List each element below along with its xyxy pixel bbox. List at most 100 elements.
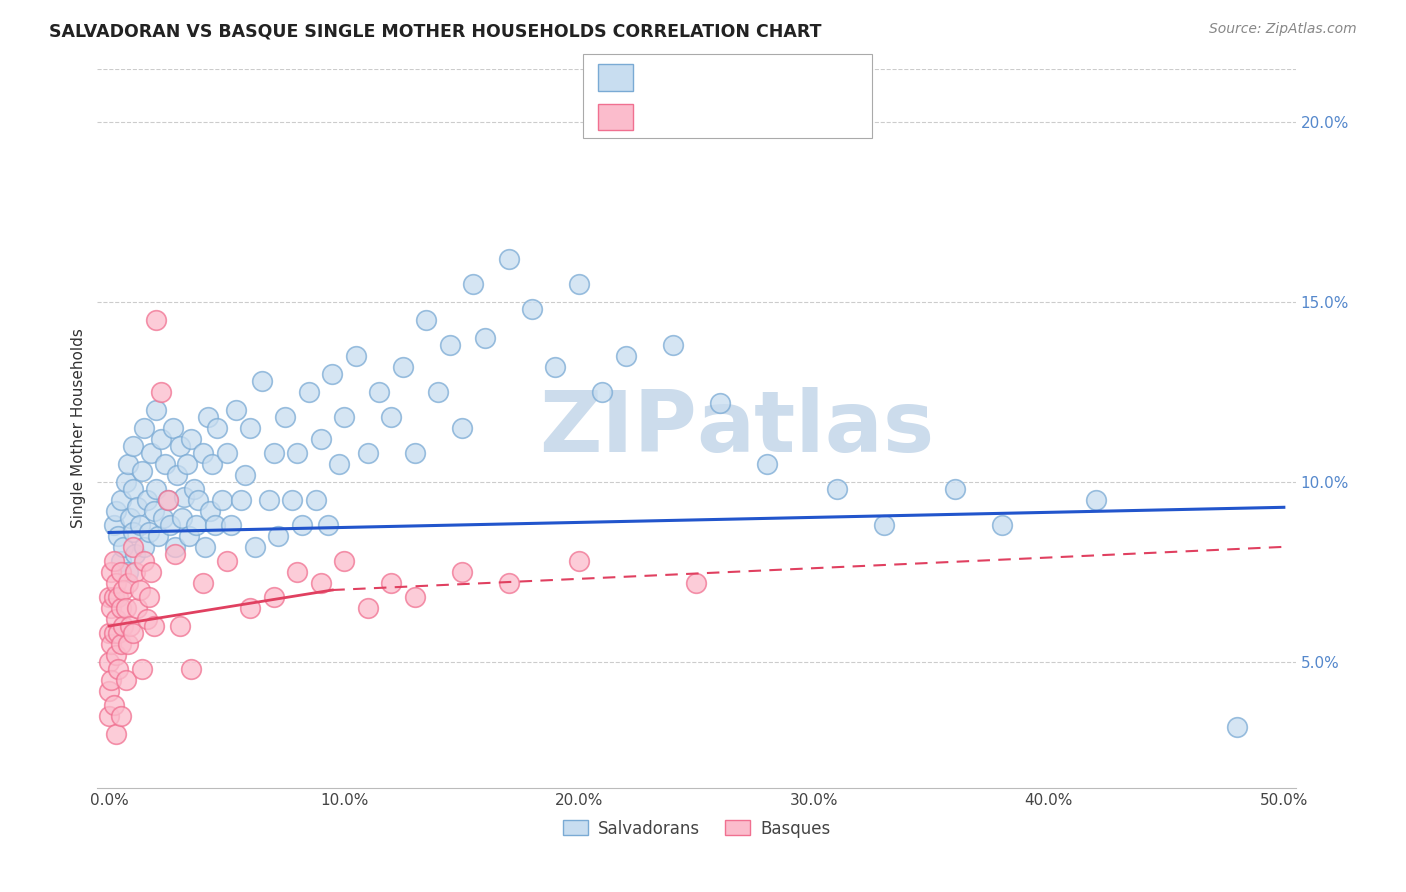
Point (142, 504, 165, 518)
Point (121, 483, 143, 497)
Point (439, 338, 461, 352)
Point (309, 575, 332, 590)
Point (110, 637, 132, 651)
Point (134, 421, 156, 435)
Point (285, 446, 308, 460)
Point (463, 277, 485, 292)
Point (124, 547, 146, 561)
Point (180, 432, 202, 446)
Point (98, 591, 121, 605)
Point (755, 457, 778, 471)
Point (662, 338, 685, 352)
Text: Source: ZipAtlas.com: Source: ZipAtlas.com (1209, 22, 1357, 37)
Point (117, 575, 139, 590)
Point (156, 493, 179, 508)
Point (450, 565, 472, 579)
Point (873, 518, 896, 533)
Point (194, 540, 217, 554)
Point (498, 252, 520, 267)
Point (100, 673, 122, 687)
Point (145, 403, 167, 417)
Point (103, 591, 125, 605)
Point (380, 575, 402, 590)
Point (498, 575, 520, 590)
Point (183, 483, 205, 497)
Point (285, 565, 308, 579)
Point (229, 493, 252, 508)
Point (98, 709, 121, 723)
Point (176, 457, 198, 471)
Point (450, 421, 472, 435)
Point (267, 529, 290, 543)
Point (235, 467, 257, 482)
Point (107, 662, 129, 676)
Point (142, 619, 165, 633)
Legend: Salvadorans, Basques: Salvadorans, Basques (557, 813, 837, 844)
Point (592, 385, 614, 400)
Point (135, 493, 157, 508)
Point (520, 302, 543, 317)
Y-axis label: Single Mother Households: Single Mother Households (72, 328, 86, 528)
Point (141, 565, 163, 579)
Point (257, 493, 280, 508)
Point (211, 493, 233, 508)
Point (291, 518, 314, 533)
Point (225, 403, 247, 417)
Point (131, 662, 153, 676)
Point (281, 493, 304, 508)
Point (110, 709, 132, 723)
Point (98, 683, 121, 698)
Point (180, 662, 202, 676)
Point (100, 637, 122, 651)
Point (305, 493, 328, 508)
Point (239, 421, 262, 435)
Point (120, 619, 142, 633)
Point (191, 575, 214, 590)
Point (149, 385, 172, 400)
Point (121, 540, 143, 554)
Point (404, 446, 426, 460)
Point (709, 396, 731, 410)
Point (991, 518, 1014, 533)
Point (197, 410, 219, 425)
Point (380, 410, 402, 425)
Point (103, 626, 125, 640)
Text: 62: 62 (778, 110, 804, 125)
Point (544, 359, 567, 374)
Point (127, 500, 149, 515)
Point (114, 601, 136, 615)
Point (344, 349, 367, 363)
Point (309, 432, 332, 446)
Point (148, 529, 170, 543)
Point (328, 457, 350, 471)
Point (105, 504, 128, 518)
Point (187, 493, 209, 508)
Text: N =: N = (728, 110, 783, 125)
Point (198, 504, 221, 518)
Point (321, 368, 343, 382)
Point (1084, 493, 1107, 508)
Point (145, 483, 167, 497)
Point (112, 540, 135, 554)
Point (141, 446, 163, 460)
Point (162, 421, 184, 435)
Text: R =: R = (644, 70, 681, 85)
Point (112, 619, 135, 633)
Point (333, 554, 356, 568)
Point (107, 626, 129, 640)
Point (98, 655, 121, 669)
Point (110, 493, 132, 508)
Point (117, 565, 139, 579)
Point (205, 421, 228, 435)
Point (169, 619, 191, 633)
Point (391, 359, 413, 374)
Point (243, 540, 266, 554)
Point (415, 313, 437, 327)
Point (135, 612, 157, 626)
Point (943, 483, 966, 497)
Point (114, 673, 136, 687)
Point (169, 439, 191, 453)
Point (134, 540, 156, 554)
Point (121, 626, 143, 640)
Point (163, 540, 186, 554)
